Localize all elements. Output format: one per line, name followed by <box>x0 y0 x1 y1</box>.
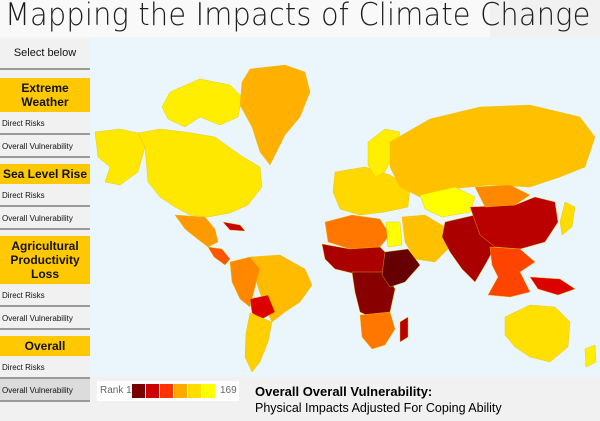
category-extreme-weather: Extreme Weather <box>0 78 90 112</box>
map-caption: Overall Overall Vulnerability: Physical … <box>255 384 502 416</box>
sea-level-overall-vulnerability[interactable]: Overall Vulnerability <box>0 207 90 230</box>
category-overall: Overall <box>0 336 90 356</box>
rank-legend: Rank 1 169 <box>97 381 239 401</box>
world-map[interactable] <box>90 37 600 377</box>
region-mexico[interactable] <box>174 214 219 248</box>
region-australia[interactable] <box>504 304 571 363</box>
legend-swatch <box>188 384 201 398</box>
overall-overall-vulnerability[interactable]: Overall Vulnerability <box>0 379 90 402</box>
region-egypt[interactable] <box>385 221 403 248</box>
region-bolivia[interactable] <box>249 294 276 320</box>
sea-level-direct-risks[interactable]: Direct Risks <box>0 184 90 207</box>
region-southeast-asia[interactable] <box>487 246 536 298</box>
region-sahel[interactable] <box>321 243 391 276</box>
extreme-weather-direct-risks[interactable]: Direct Risks <box>0 112 90 135</box>
sidebar: Select below Extreme Weather Direct Risk… <box>0 38 90 421</box>
category-sea-level-rise: Sea Level Rise <box>0 164 90 184</box>
region-madagascar[interactable] <box>399 316 409 343</box>
caption-subtitle: Physical Impacts Adjusted For Coping Abi… <box>255 401 502 415</box>
region-new-zealand[interactable] <box>584 344 597 368</box>
region-kazakhstan[interactable] <box>419 186 476 218</box>
region-east-africa[interactable] <box>381 248 421 288</box>
region-russia[interactable] <box>389 104 596 198</box>
caption-title: Overall Overall Vulnerability: <box>255 384 433 399</box>
page-title: Mapping the Impacts of Climate Change <box>5 0 591 33</box>
map-canvas[interactable] <box>90 37 600 377</box>
region-greenland[interactable] <box>239 64 311 166</box>
region-papua[interactable] <box>529 276 576 296</box>
legend-swatch <box>132 384 145 398</box>
extreme-weather-overall-vulnerability[interactable]: Overall Vulnerability <box>0 135 90 158</box>
category-agricultural-productivity-loss: Agricultural Productivity Loss <box>0 236 90 284</box>
legend-swatch <box>174 384 187 398</box>
region-japan[interactable] <box>559 201 576 236</box>
region-andes[interactable] <box>229 256 261 308</box>
region-north-africa[interactable] <box>324 214 391 250</box>
legend-min-label: Rank 1 <box>100 385 132 396</box>
select-below-label: Select below <box>0 38 90 70</box>
legend-swatch <box>202 384 215 398</box>
legend-swatch <box>146 384 159 398</box>
region-north-america[interactable] <box>137 128 263 218</box>
region-china[interactable] <box>469 196 559 250</box>
agriculture-direct-risks[interactable]: Direct Risks <box>0 284 90 307</box>
overall-direct-risks[interactable]: Direct Risks <box>0 356 90 379</box>
region-canada-arctic[interactable] <box>161 78 243 128</box>
region-alaska[interactable] <box>94 128 146 186</box>
title-bar: Mapping the Impacts of Climate Change <box>0 0 590 38</box>
region-caribbean[interactable] <box>222 221 246 232</box>
legend-max-label: 169 <box>220 385 237 396</box>
region-mongolia[interactable] <box>474 184 531 208</box>
region-southern-africa[interactable] <box>359 311 396 350</box>
region-southern-cone[interactable] <box>244 312 273 373</box>
legend-swatch <box>160 384 173 398</box>
agriculture-overall-vulnerability[interactable]: Overall Vulnerability <box>0 307 90 330</box>
region-middle-east[interactable] <box>401 214 451 263</box>
region-central-america[interactable] <box>207 246 231 266</box>
